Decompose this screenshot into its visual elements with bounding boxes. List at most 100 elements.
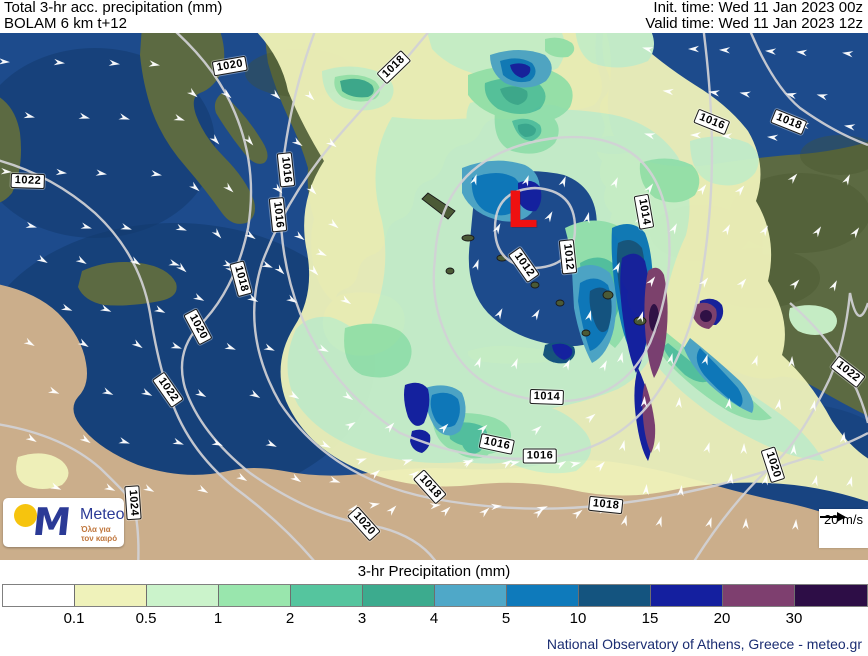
wind-arrow-icon [721,133,733,140]
wind-arrow-icon [705,517,712,529]
land-italy [140,33,255,224]
wind-arrow-icon [472,259,479,271]
wind-arrow-icon [368,502,380,509]
wind-arrow-icon [209,134,220,145]
wind-arrow-icon [655,516,662,528]
wind-arrow-icon [701,354,708,366]
wind-arrow-icon [739,91,751,98]
wind-arrow-icon [99,304,112,312]
colorbar-tick: 20 [713,610,731,627]
credit-text: National Observatory of Athens, Greece -… [546,636,862,652]
wind-arrow-icon [129,256,141,266]
wind-arrow-icon [170,342,182,349]
colorbar-swatch [291,585,363,606]
wind-arrow-icon [640,396,648,408]
wind-arrow-icon [49,482,62,490]
wind-arrow-icon [531,309,540,321]
wind-arrow-icon [761,474,768,486]
colorbar-swatch [507,585,579,606]
colorbar-swatch [795,585,867,606]
wind-arrow-icon [620,515,627,527]
logo-tagline: Όλα για τον καιρό [81,525,118,543]
colorbar [2,584,868,607]
wind-arrow-icon [501,459,513,469]
wind-arrow-icon [77,338,89,348]
colorbar-swatch [147,585,219,606]
wind-arrow-icon [809,400,816,412]
wind-arrow-icon [193,293,205,301]
map-header-right: Init. time: Wed 11 Jan 2023 00z Valid ti… [645,0,863,32]
wind-arrow-icon [236,472,248,482]
colorbar-swatch [219,585,291,606]
wind-arrow-icon [286,294,298,304]
wind-arrow-icon [719,47,731,54]
wind-arrow-icon [291,137,303,147]
wind-arrow-icon [562,359,570,371]
wind-scale-label: 20 m/s [823,512,863,527]
wind-arrow-icon [153,305,166,313]
wind-arrow-icon [243,135,254,146]
wind-arrow-icon [23,111,35,119]
wind-arrow-icon [599,360,607,372]
wind-arrow-icon [846,476,853,488]
wind-arrow-icon [740,443,747,455]
wind-arrow-icon [274,264,285,275]
wind-arrow-icon [531,425,542,436]
wind-arrow-icon [386,505,397,516]
colorbar-swatch [435,585,507,606]
wind-arrow-icon [308,265,319,276]
wind-arrow-icon [792,519,799,531]
wind-arrow-icon [725,398,732,410]
sun-icon [14,504,37,527]
colorbar-swatch [651,585,723,606]
wind-arrow-icon [75,255,87,265]
wind-arrow-icon [120,223,132,230]
wind-arrow-icon [25,221,37,228]
isobar-label: 1022 [10,172,46,190]
wind-arrow-icon [508,460,520,468]
wind-arrow-icon [839,432,847,444]
wind-arrow-icon [811,475,818,487]
wind-arrow-icon [265,439,277,447]
wind-arrow-icon [510,358,518,370]
legend: 3-hr Precipitation (mm) 0.1 0.5 1 2 3 4 5 10 15 2… [0,560,868,656]
wind-arrow-icon [175,223,187,231]
wind-arrow-icon [473,357,481,369]
init-time: Init. time: Wed 11 Jan 2023 00z [653,0,863,16]
wind-arrow-icon [103,483,116,491]
wind-scale-box: 20 m/s [819,509,868,548]
isobar-label: 1016 [522,448,558,464]
wind-arrow-icon [816,94,829,101]
forecast-map: 1020 1018 1016 1018 1022 1016 1016 1018 1020 1022… [0,33,868,560]
isobar-label: 1014 [529,388,565,406]
wind-arrow-icon [675,397,682,409]
wind-arrow-icon [462,460,474,467]
precip-layer [16,33,868,502]
wind-arrow-icon [270,89,281,100]
wind-arrow-icon [429,503,441,510]
wind-arrow-icon [583,212,590,224]
wind-arrow-icon [742,518,749,530]
wind-arrow-icon [306,184,317,195]
wind-arrow-icon [536,506,548,514]
wind-arrow-icon [842,174,850,186]
wind-arrow-icon [767,134,779,141]
colorbar-tick: 0.1 [63,610,85,627]
colorbar-tick: 1 [213,610,223,627]
colorbar-tick: 10 [569,610,587,627]
wind-arrow-icon [669,223,677,235]
wind-arrow-icon [290,473,302,483]
wind-arrow-icon [172,437,184,445]
wind-arrow-icon [211,438,223,446]
wind-arrow-icon [644,133,656,140]
wind-arrow-icon [636,311,644,323]
wind-arrow-icon [477,424,488,435]
wind-arrow-layer [0,45,860,532]
wind-arrow-icon [829,280,837,292]
wind-arrow-icon [734,185,745,197]
wind-arrow-icon [60,303,73,311]
wind-arrow-icon [726,473,734,485]
wind-arrow-icon [355,458,367,465]
wind-arrow-icon [721,224,730,236]
colorbar-swatch [3,585,75,606]
